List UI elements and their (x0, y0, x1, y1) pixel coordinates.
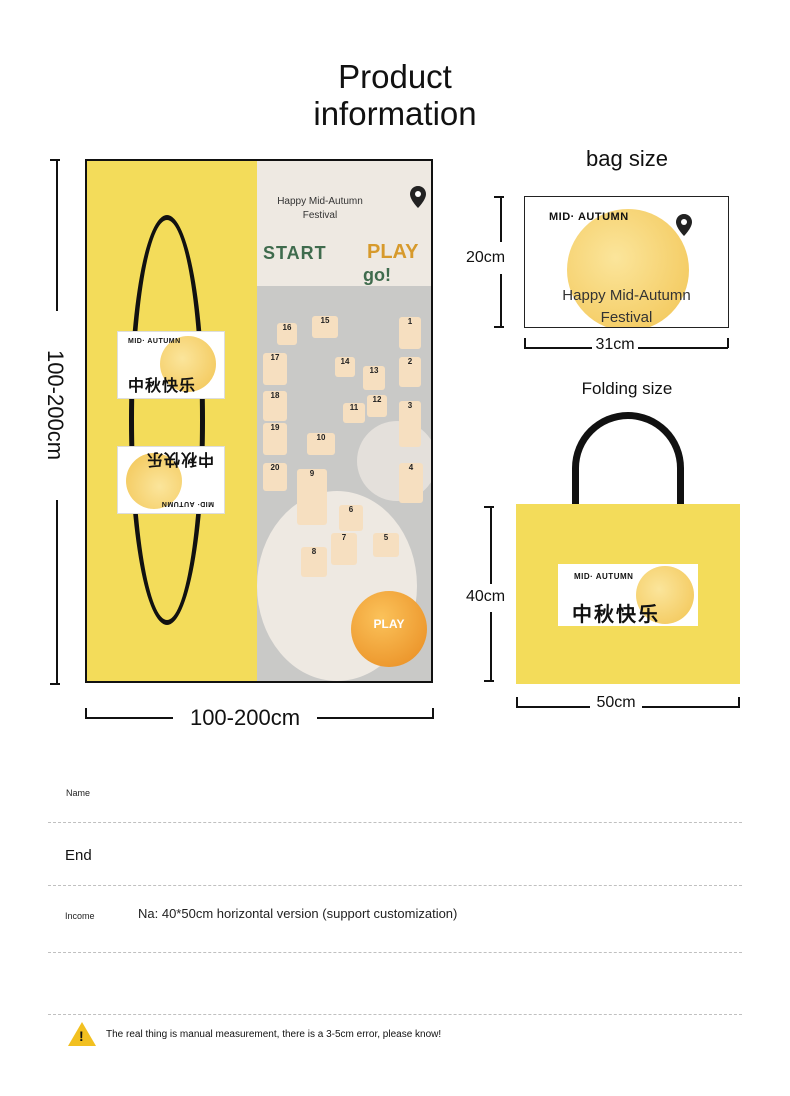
board-tile: 2 (399, 357, 421, 387)
bag-size-heading: bag size (586, 146, 668, 171)
info-row-label: Income (65, 911, 95, 921)
bag-size-card: MID· AUTUMN Happy Mid-Autumn Festival (524, 196, 729, 328)
board-tile: 20 (263, 463, 287, 491)
bag-handle-loop (129, 215, 205, 625)
go-label: go! (363, 265, 391, 285)
start-label: START (263, 243, 327, 263)
board-tile: 7 (331, 533, 357, 565)
play-label: PLAY (367, 241, 419, 263)
folding-card-brand: MID· AUTUMN (574, 572, 634, 581)
board-tile: 6 (339, 505, 363, 531)
board-tile: 9 (297, 469, 327, 525)
poster-image: MID· AUTUMN 中秋快乐 MID· AUTUMN 中秋快乐 Happy … (85, 159, 433, 683)
location-pin-icon (410, 186, 426, 208)
bag-card-brand: MID· AUTUMN (549, 211, 629, 223)
info-row-label: Name (66, 788, 91, 798)
folding-height-label: 40cm (466, 588, 506, 605)
row-divider (48, 822, 742, 823)
info-row-label: End (65, 847, 92, 864)
bag-height-label: 20cm (466, 249, 506, 266)
row-divider (48, 1014, 742, 1015)
bag-moon (567, 209, 689, 327)
poster-header-text: Happy Mid-Autumn Festival (277, 196, 363, 221)
board-tile: 13 (363, 366, 385, 390)
board-tile: 8 (301, 547, 327, 577)
folding-card-cn: 中秋快乐 (572, 604, 660, 626)
folding-bag-card: MID· AUTUMN 中秋快乐 (558, 564, 698, 626)
bag-card-text: Happy Mid-Autumn Festival (562, 287, 691, 326)
board-tile: 5 (373, 533, 399, 557)
board-tile: 12 (367, 395, 387, 417)
board-tile: 10 (307, 433, 335, 455)
row-divider (48, 952, 742, 953)
folding-width-label: 50cm (596, 694, 636, 711)
poster-card-top: MID· AUTUMN 中秋快乐 (117, 331, 225, 399)
play-button-label: PLAY (373, 617, 405, 631)
board-tile: 14 (335, 357, 355, 377)
board-tile: 15 (312, 316, 338, 338)
bag-width-label: 31cm (595, 336, 635, 353)
notice-text: The real thing is manual measurement, th… (106, 1029, 442, 1040)
folding-bag: MID· AUTUMN 中秋快乐 (516, 504, 740, 684)
board-tile: 17 (263, 353, 287, 385)
poster-card-bottom: MID· AUTUMN 中秋快乐 (117, 446, 225, 514)
poster-width-label: 100-200cm (189, 705, 301, 730)
poster-moon-play (351, 591, 427, 667)
board-tile: 11 (343, 403, 365, 423)
poster-height-label: 100-200cm (43, 349, 68, 461)
folding-size-heading: Folding size (581, 379, 673, 398)
board-tile: 19 (263, 423, 287, 455)
page-title: Product information (313, 58, 477, 132)
location-pin-icon (676, 214, 692, 236)
warning-icon (68, 1022, 96, 1046)
info-row-value: Na: 40*50cm horizontal version (support … (138, 906, 458, 921)
row-divider (48, 885, 742, 886)
board-tile: 1 (399, 317, 421, 349)
board-tile: 18 (263, 391, 287, 421)
board-tile: 16 (277, 323, 297, 345)
board-tile: 3 (399, 401, 421, 447)
board-tile: 4 (399, 463, 423, 503)
